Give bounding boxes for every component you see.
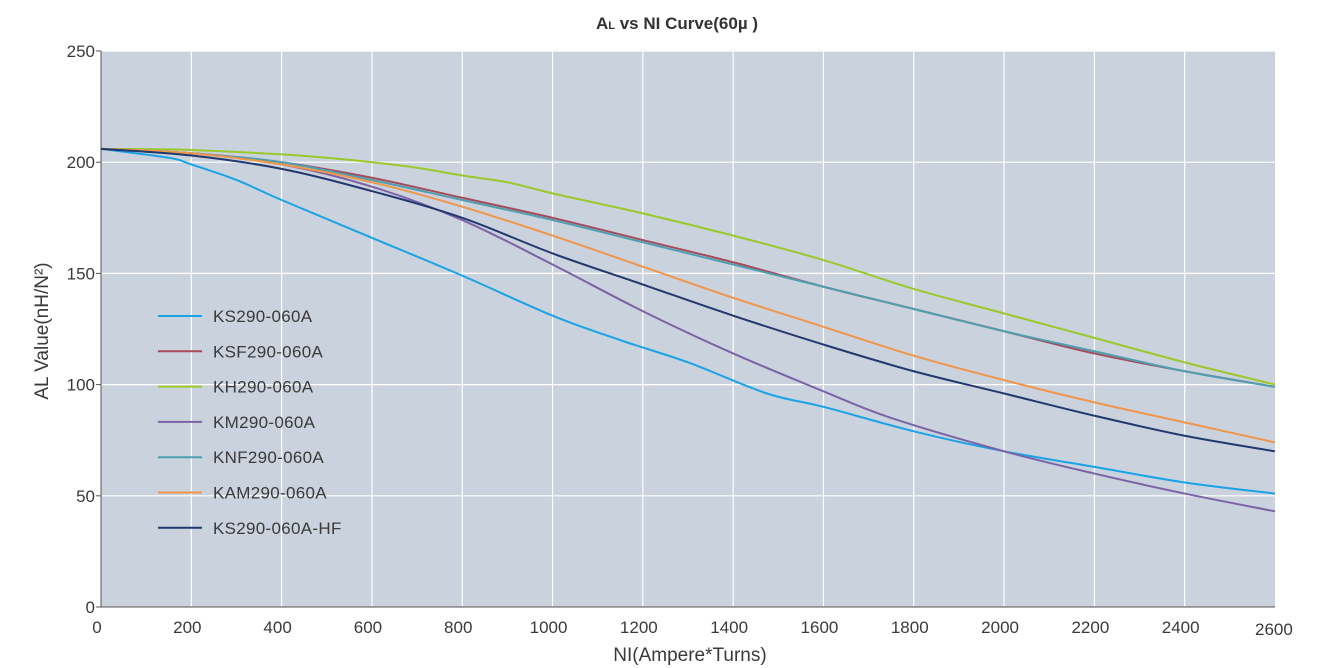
x-tick-label: 1200 xyxy=(620,618,658,637)
legend-label: KAM290-060A xyxy=(213,484,327,503)
y-tick-label: 250 xyxy=(67,42,95,61)
legend-label: KM290-060A xyxy=(213,413,316,432)
y-axis-label: AL Value(nH/N²) xyxy=(32,262,53,399)
y-tick-label: 0 xyxy=(86,598,95,617)
y-tick-label: 200 xyxy=(67,153,95,172)
x-tick-label: 400 xyxy=(263,618,291,637)
x-tick-label: 2200 xyxy=(1071,618,1109,637)
series-line-4 xyxy=(100,147,1276,388)
x-tick-label: 0 xyxy=(92,618,101,637)
x-axis-label: NI(Ampere*Turns) xyxy=(613,645,766,666)
x-tick-label: 200 xyxy=(173,618,201,637)
x-tick-label: 2600 xyxy=(1255,620,1293,639)
x-tick-label: 1400 xyxy=(710,618,748,637)
series-line-5 xyxy=(100,147,1276,444)
legend-label: KS290-060A-HF xyxy=(213,519,342,538)
legend: KS290-060A KSF290-060A KH290-060A KM290-060… xyxy=(158,307,342,538)
x-tick-label: 800 xyxy=(444,618,472,637)
axes: 0 50 100 150 200 250 0 200 400 600 800 1000 1200 1400… xyxy=(67,42,1293,639)
x-tick-label: 1800 xyxy=(891,618,929,637)
series-line-6 xyxy=(100,147,1276,453)
y-tick-label: 50 xyxy=(76,487,95,506)
x-tick-label: 600 xyxy=(354,618,382,637)
series-line-0 xyxy=(100,147,1276,495)
x-tick-label: 2000 xyxy=(981,618,1019,637)
y-tick-label: 150 xyxy=(67,264,95,283)
legend-label: KS290-060A xyxy=(213,307,313,326)
y-tick-label: 100 xyxy=(67,376,95,395)
legend-label: KSF290-060A xyxy=(213,342,323,361)
series-lines xyxy=(100,147,1276,513)
plot-area xyxy=(101,51,1275,607)
chart-title: AL vs NI Curve(60µ ) xyxy=(596,14,758,33)
series-line-2 xyxy=(100,147,1276,386)
legend-label: KNF290-060A xyxy=(213,448,324,467)
legend-label: KH290-060A xyxy=(213,378,314,397)
x-tick-label: 2400 xyxy=(1162,618,1200,637)
x-tick-label: 1000 xyxy=(530,618,568,637)
x-tick-label: 1600 xyxy=(801,618,839,637)
grid-lines xyxy=(101,50,1275,607)
